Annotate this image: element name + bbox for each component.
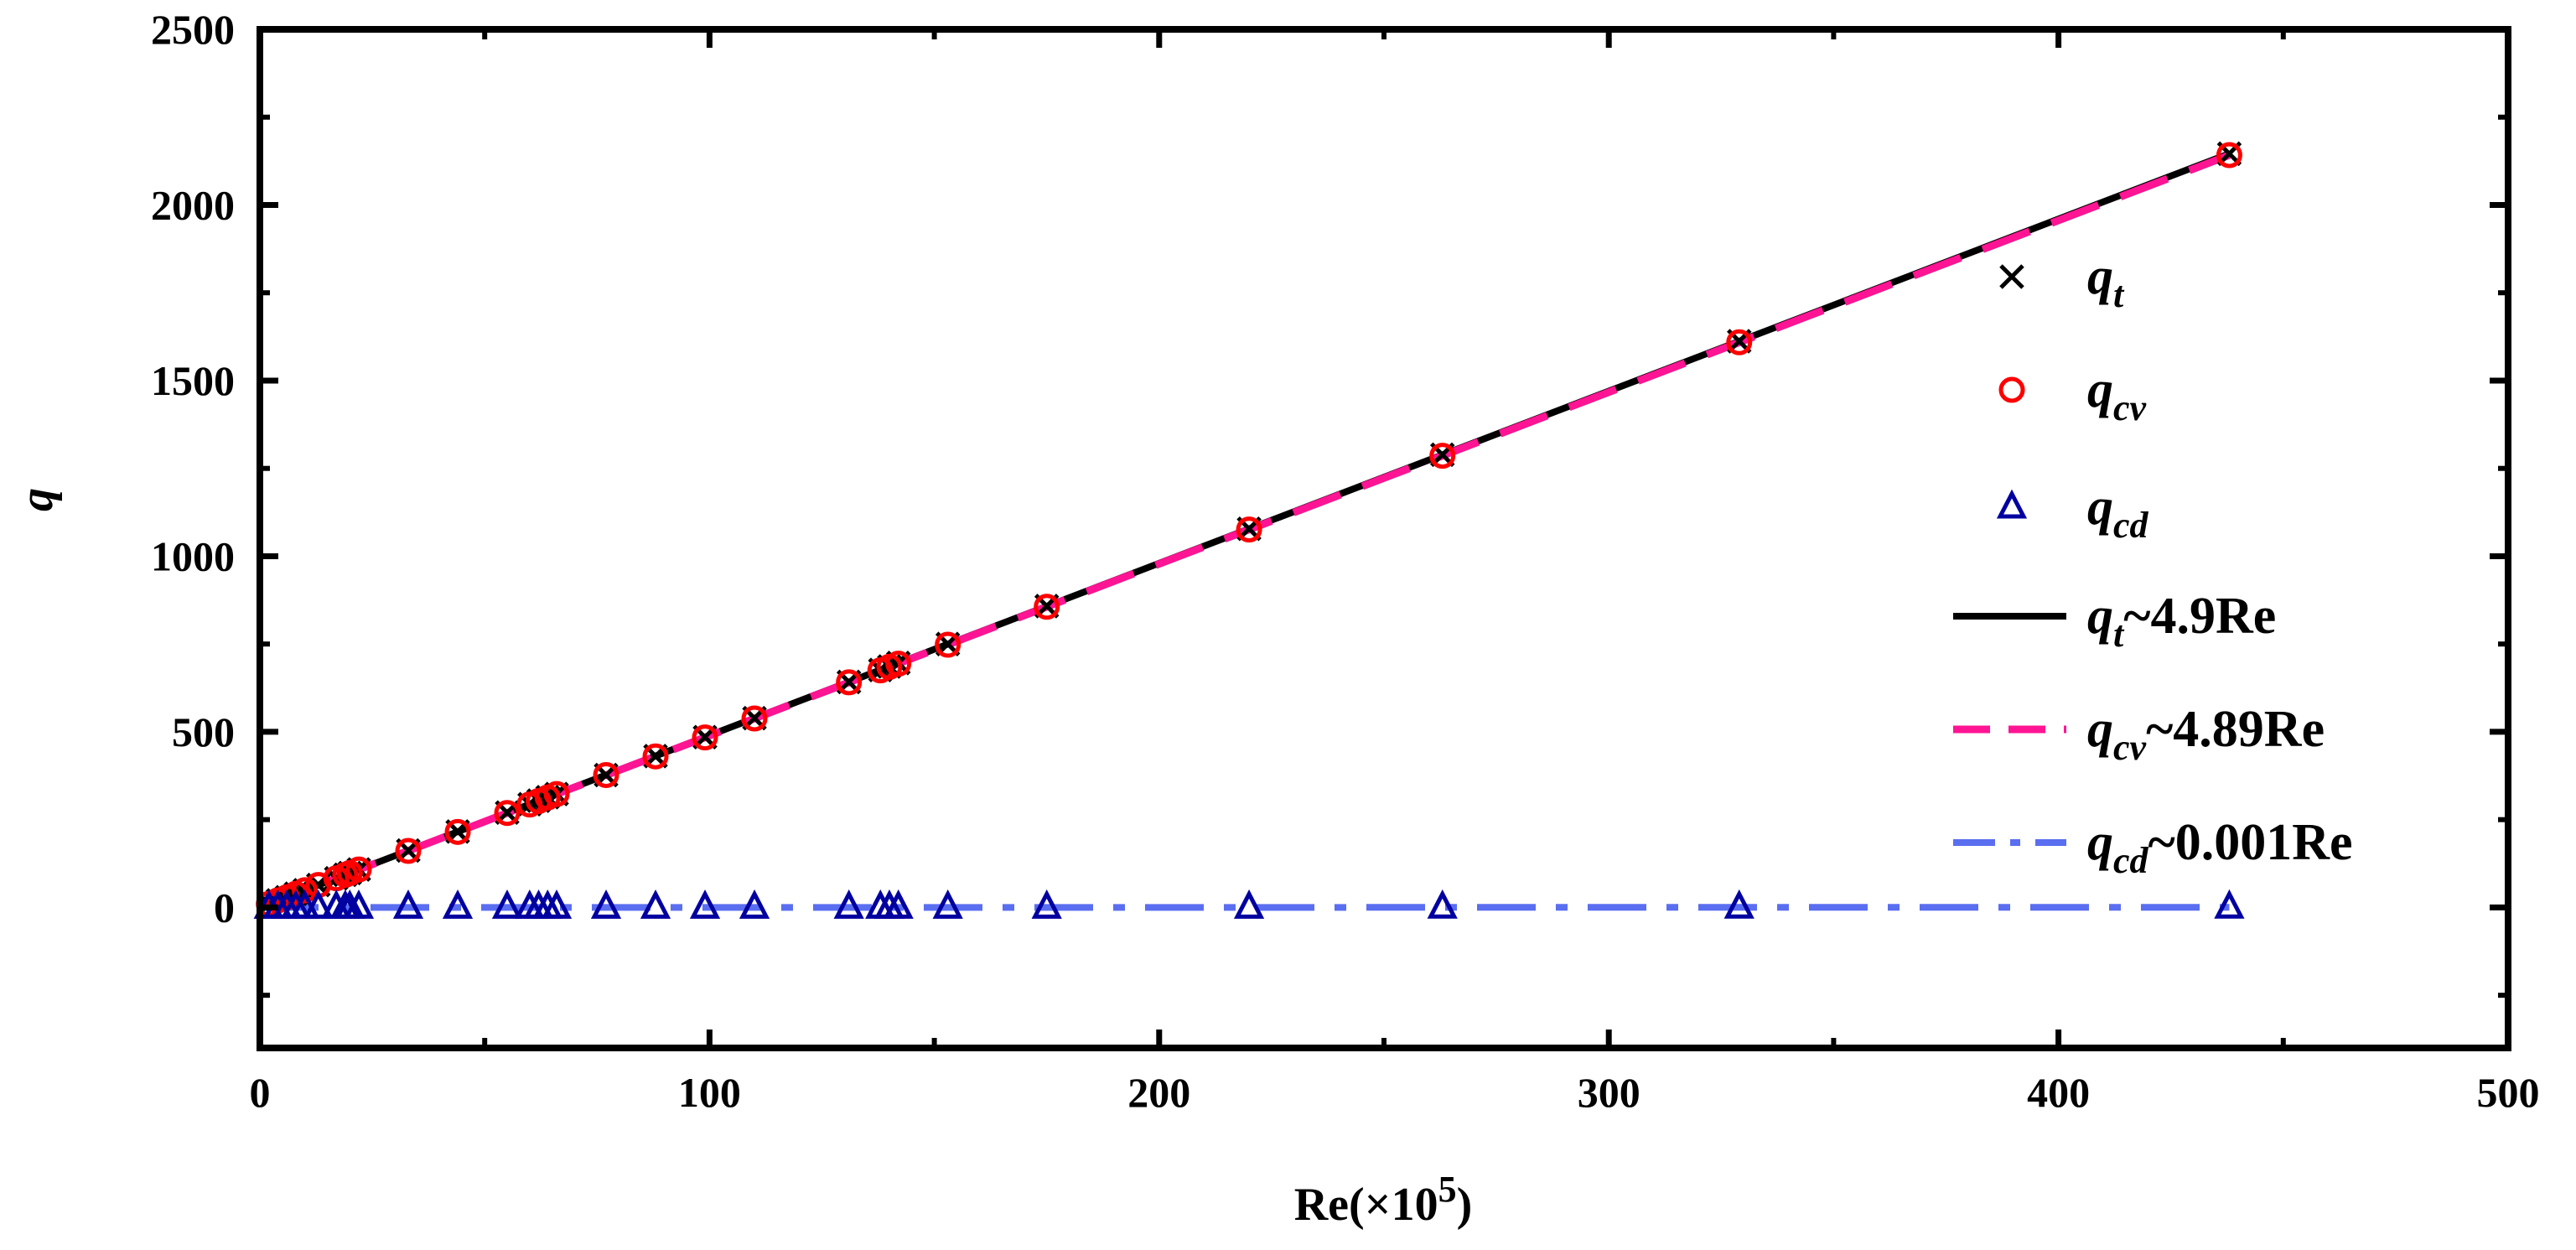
legend-label: qcv~4.89Re [2087, 701, 2325, 768]
point-q_cv [642, 743, 669, 770]
point-q_cv [1429, 443, 1456, 469]
point-q_cv [935, 631, 961, 658]
point-q_cd [303, 889, 334, 919]
y-tick-label: 1500 [151, 357, 235, 404]
point-q_cv [1034, 594, 1060, 620]
legend-formula: ~4.89Re [2146, 701, 2325, 758]
y-tick-label: 0 [214, 884, 235, 931]
x-axis-title-main: Re(×10 [1294, 1179, 1438, 1231]
x-axis-title-close: ) [1457, 1179, 1473, 1231]
legend-symbol: q [2087, 248, 2113, 305]
y-tick-label: 500 [172, 708, 235, 755]
point-q_cd [1233, 889, 1265, 919]
point-q_cv [741, 705, 768, 732]
point-q_cd [640, 889, 671, 919]
x-axis-title: Re(×105) [1294, 1169, 1473, 1231]
point-q_cv [1726, 329, 1753, 355]
x-tick-label: 200 [1127, 1069, 1190, 1116]
point-q_cv [692, 724, 718, 751]
point-q_cv [885, 651, 912, 677]
legend-formula: ~0.001Re [2148, 814, 2353, 871]
y-axis-title: q [11, 488, 63, 511]
legend-label: qt~4.9Re [2087, 588, 2276, 655]
legend-subscript: cd [2113, 505, 2149, 546]
x-tick-label: 500 [2477, 1069, 2540, 1116]
point-q_cd [739, 889, 770, 919]
point-q_cd [1427, 889, 1458, 919]
point-q_cd [343, 889, 375, 919]
legend-marker [1999, 264, 2024, 289]
legend-label: qcv [2087, 361, 2147, 428]
point-q_cd [833, 889, 864, 919]
legend-subscript: cv [2113, 727, 2147, 768]
legend-formula: ~4.9Re [2123, 588, 2276, 645]
legend-symbol: q [2087, 588, 2113, 645]
point-q_cd [442, 889, 474, 919]
plot-frame [257, 26, 2511, 1051]
x-axis-title-sup: 5 [1438, 1169, 1457, 1210]
point-q_cv [494, 800, 521, 827]
tick-labels: 0 100 200 300 400 500 0 500 1000 1500 2000 2500 [151, 6, 2540, 1116]
point-q_cd [392, 889, 424, 919]
point-q_cd [541, 889, 573, 919]
legend-label: qcd [2087, 479, 2149, 546]
legend-symbol: q [2087, 361, 2113, 418]
x-tick-label: 300 [1578, 1069, 1640, 1116]
legend-subscript: t [2113, 614, 2125, 655]
legend-subscript: cd [2113, 840, 2149, 881]
legend-marker-stroke [1999, 264, 2024, 289]
legend-label: qt [2087, 248, 2125, 315]
legend-symbol: q [2087, 701, 2113, 758]
y-tick-label: 1000 [151, 532, 235, 579]
point-q_cv [543, 781, 570, 807]
point-q_cd [1031, 889, 1062, 919]
point-q_cv [836, 669, 863, 696]
legend-marker [1996, 489, 2028, 519]
legend-subscript: t [2113, 274, 2125, 315]
legend-symbol: q [2087, 814, 2113, 871]
point-q_cd [883, 889, 914, 919]
point-q_cv [593, 761, 619, 788]
x-tick-label: 0 [250, 1069, 271, 1116]
point-q_cv [395, 838, 422, 864]
point-q_cv [444, 818, 471, 845]
point-q_cd [932, 889, 963, 919]
point-q_cd [689, 889, 721, 919]
x-tick-label: 100 [678, 1069, 741, 1116]
point-q_cv [292, 877, 319, 904]
point-q_cd [2214, 889, 2245, 919]
y-tick-label: 2000 [151, 181, 235, 228]
x-tick-label: 400 [2027, 1069, 2090, 1116]
point-q_cv [345, 856, 372, 883]
point-q_cd [491, 889, 523, 919]
legend-marker [1998, 376, 2025, 403]
point-q_cv [2216, 142, 2242, 169]
y-tick-label: 2500 [151, 6, 235, 53]
point-q_cd [1723, 889, 1754, 919]
point-q_cd [590, 889, 622, 919]
legend-label: qcd~0.001Re [2087, 814, 2353, 881]
legend-symbol: q [2087, 479, 2113, 536]
axis-ticks [257, 26, 2511, 1048]
legend-subscript: cv [2113, 387, 2147, 428]
data-markers [253, 141, 2245, 919]
point-q_cv [1236, 516, 1262, 543]
